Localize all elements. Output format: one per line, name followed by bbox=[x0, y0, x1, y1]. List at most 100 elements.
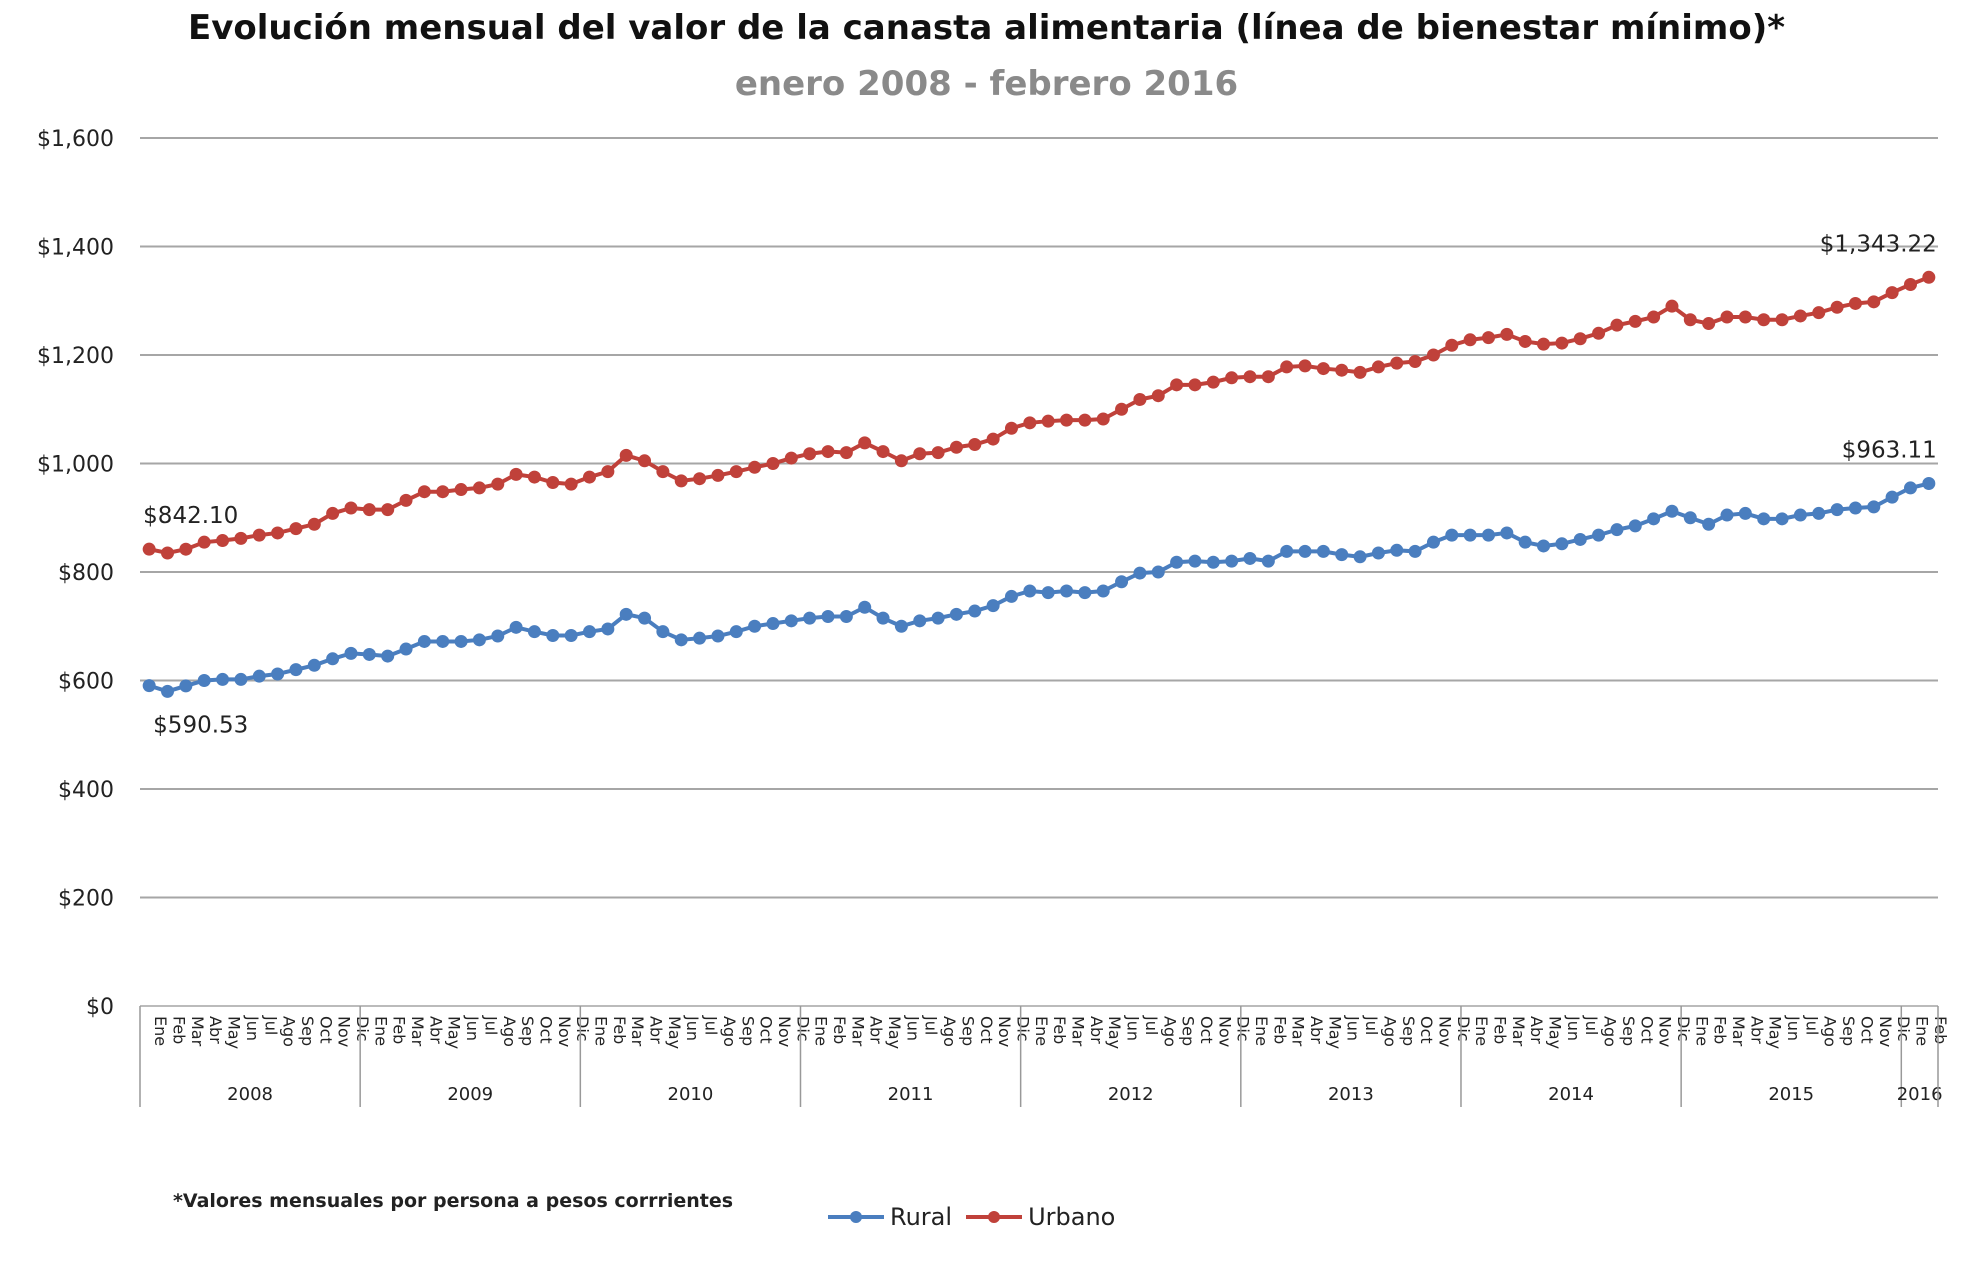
x-tick-label-month: Oct bbox=[1197, 1016, 1216, 1044]
data-point-urbano bbox=[381, 503, 395, 517]
data-point-rural bbox=[894, 619, 908, 633]
y-tick-label: $800 bbox=[58, 561, 114, 586]
x-tick-label-month: Oct bbox=[536, 1016, 555, 1044]
data-point-urbano bbox=[1647, 310, 1661, 324]
data-point-rural bbox=[1885, 490, 1899, 504]
data-point-urbano bbox=[1225, 371, 1239, 385]
data-point-rural bbox=[1078, 586, 1092, 600]
footnote: *Valores mensuales por persona a pesos c… bbox=[173, 1190, 734, 1212]
series-line-urbano bbox=[148, 275, 1930, 556]
data-point-rural bbox=[931, 611, 945, 625]
data-point-urbano bbox=[1848, 296, 1862, 310]
data-point-rural bbox=[1775, 512, 1789, 526]
x-tick-label-month: Oct bbox=[1417, 1016, 1436, 1044]
data-point-rural bbox=[1537, 539, 1551, 553]
x-tick-label-month: Nov bbox=[775, 1016, 794, 1047]
data-label-start-urbano: $842.10 bbox=[143, 503, 238, 529]
x-tick-label-month: Jun bbox=[1564, 1015, 1583, 1041]
data-point-rural bbox=[1188, 554, 1202, 568]
data-point-urbano bbox=[1463, 333, 1477, 347]
x-tick-label-month: Jul bbox=[1142, 1015, 1161, 1035]
data-point-urbano bbox=[1004, 421, 1018, 435]
x-tick-label-month: Feb bbox=[1050, 1016, 1069, 1044]
data-point-urbano bbox=[399, 493, 413, 507]
x-tick-label-month: Feb bbox=[1931, 1016, 1950, 1044]
data-label-end-urbano: $1,343.22 bbox=[1820, 231, 1937, 257]
x-tick-label-month: Jul bbox=[922, 1015, 941, 1035]
x-tick-label-month: Ene bbox=[592, 1016, 611, 1046]
legend-label-urbano: Urbano bbox=[1028, 1203, 1116, 1231]
data-point-urbano bbox=[711, 468, 725, 482]
data-point-rural bbox=[1426, 535, 1440, 549]
data-point-rural bbox=[1408, 544, 1422, 558]
data-point-rural bbox=[289, 663, 303, 677]
data-point-rural bbox=[656, 625, 670, 639]
x-tick-label-month: Mar bbox=[1289, 1016, 1308, 1047]
data-point-rural bbox=[1353, 550, 1367, 564]
data-point-urbano bbox=[1628, 314, 1642, 328]
x-tick-label-month: Ene bbox=[1472, 1016, 1491, 1046]
data-point-rural bbox=[693, 631, 707, 645]
x-tick-label-month: Feb bbox=[170, 1016, 189, 1044]
x-tick-label-month: Sep bbox=[1619, 1016, 1638, 1046]
x-tick-label-month: Ago bbox=[500, 1016, 519, 1047]
data-point-urbano bbox=[748, 460, 762, 474]
data-point-rural bbox=[1243, 551, 1257, 565]
x-tick-label-month: Abr bbox=[1087, 1016, 1106, 1044]
data-point-rural bbox=[252, 669, 266, 683]
x-tick-label-month: Jul bbox=[1362, 1015, 1381, 1035]
data-label-end-rural: $963.11 bbox=[1842, 438, 1937, 464]
data-point-urbano bbox=[949, 440, 963, 454]
x-tick-label-year: 2010 bbox=[668, 1084, 714, 1105]
data-point-urbano bbox=[583, 470, 596, 484]
x-tick-label-month: Mar bbox=[848, 1016, 867, 1047]
data-point-urbano bbox=[1335, 363, 1349, 377]
data-point-urbano bbox=[1757, 313, 1771, 327]
x-tick-label-month: Abr bbox=[1307, 1016, 1326, 1044]
chart-subtitle: enero 2008 - febrero 2016 bbox=[734, 64, 1239, 104]
data-point-rural bbox=[1628, 519, 1642, 533]
data-point-rural bbox=[1592, 528, 1606, 542]
x-tick-label-month: Jul bbox=[702, 1015, 721, 1035]
x-tick-label-month: Oct bbox=[1857, 1016, 1876, 1044]
data-point-urbano bbox=[417, 485, 431, 499]
x-tick-label-month: Jun bbox=[1124, 1015, 1143, 1041]
x-tick-label-month: Ene bbox=[1912, 1016, 1931, 1046]
x-tick-label-month: Dic bbox=[1234, 1016, 1253, 1042]
x-tick-label-month: Jul bbox=[1582, 1015, 1601, 1035]
data-point-urbano bbox=[986, 432, 1000, 446]
data-point-urbano bbox=[454, 483, 468, 497]
x-tick-label-month: Dic bbox=[353, 1016, 372, 1042]
x-tick-label-month: Sep bbox=[958, 1016, 977, 1046]
x-tick-label-month: Abr bbox=[647, 1016, 666, 1044]
y-tick-label: $200 bbox=[58, 887, 114, 912]
x-tick-label-month: Dic bbox=[573, 1016, 592, 1042]
data-point-rural bbox=[1793, 508, 1807, 522]
y-tick-label: $1,400 bbox=[37, 236, 114, 261]
x-tick-label-month: Feb bbox=[830, 1016, 849, 1044]
x-tick-label-month: Jun bbox=[1784, 1015, 1803, 1041]
data-point-urbano bbox=[1408, 355, 1422, 369]
data-point-rural bbox=[638, 611, 652, 625]
x-tick-label-month: Jun bbox=[1344, 1015, 1363, 1041]
x-tick-label-month: Sep bbox=[1839, 1016, 1858, 1046]
x-tick-label-month: Jun bbox=[243, 1015, 262, 1041]
data-point-rural bbox=[711, 629, 725, 643]
x-tick-label-month: Feb bbox=[1711, 1016, 1730, 1044]
x-tick-label-month: May bbox=[225, 1016, 244, 1049]
data-point-urbano bbox=[1096, 412, 1110, 426]
x-tick-label-month: Dic bbox=[1013, 1016, 1032, 1042]
data-point-urbano bbox=[913, 447, 927, 461]
x-tick-label-month: Oct bbox=[1637, 1016, 1656, 1044]
data-point-urbano bbox=[766, 457, 780, 470]
data-point-rural bbox=[1335, 548, 1349, 562]
data-point-urbano bbox=[619, 448, 633, 462]
x-tick-label-month: Jun bbox=[683, 1015, 702, 1041]
data-point-urbano bbox=[472, 481, 486, 495]
data-point-urbano bbox=[161, 546, 175, 560]
data-point-rural bbox=[1316, 544, 1330, 558]
x-tick-label-month: Nov bbox=[1876, 1016, 1895, 1047]
data-point-urbano bbox=[1115, 402, 1129, 416]
data-point-urbano bbox=[1482, 331, 1495, 345]
x-tick-label-month: May bbox=[665, 1016, 684, 1049]
